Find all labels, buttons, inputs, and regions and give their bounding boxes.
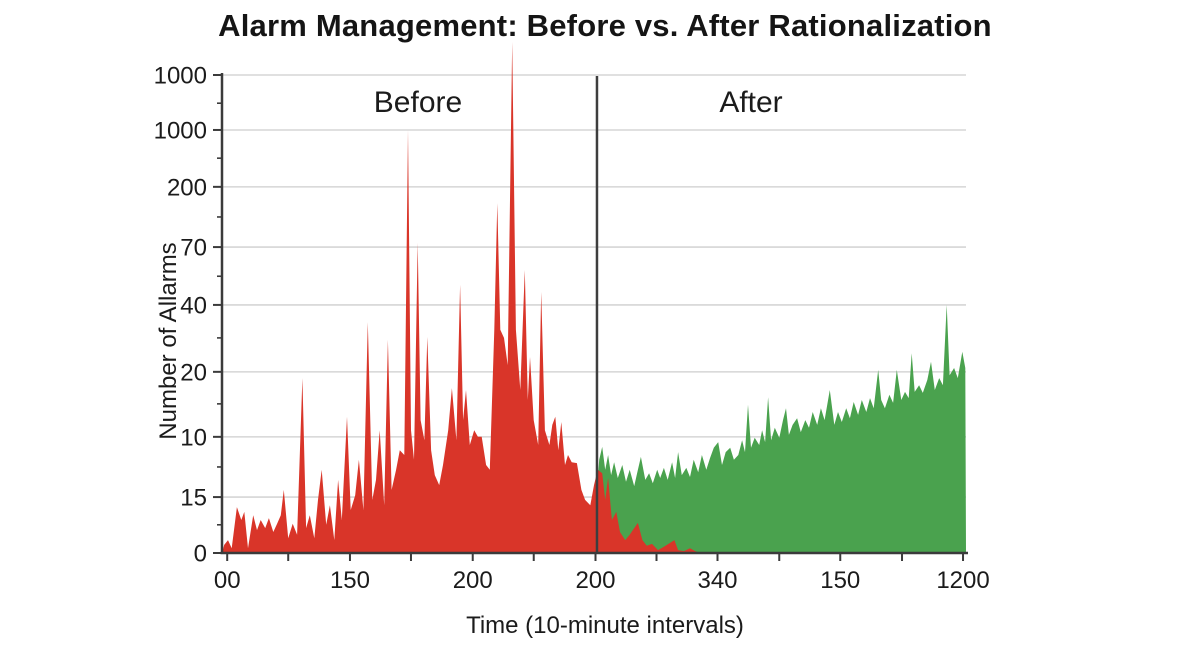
- x-tick-label: 1200: [936, 567, 989, 594]
- before-area-series: [222, 42, 700, 553]
- x-tick-label: 150: [330, 567, 370, 594]
- x-tick-label: 200: [453, 567, 493, 594]
- area-series: [222, 42, 966, 553]
- y-tick-label: 1000: [154, 63, 207, 90]
- x-tick-label: 00: [214, 567, 241, 594]
- y-tick-label: 20: [180, 359, 207, 386]
- after-area-series: [593, 304, 966, 553]
- y-tick-label: 200: [167, 174, 207, 201]
- x-tick-label: 340: [697, 567, 737, 594]
- y-tick-label: 40: [180, 292, 207, 319]
- x-tick-label: 200: [575, 567, 615, 594]
- y-tick-label: 15: [180, 485, 207, 512]
- y-tick-label: 10: [180, 424, 207, 451]
- before-region-label: Before: [373, 86, 463, 119]
- y-tick-label: 0: [194, 541, 207, 568]
- y-tick-label: 70: [180, 235, 207, 262]
- chart-title: Alarm Management: Before vs. After Ratio…: [218, 8, 992, 43]
- after-region-label: After: [719, 86, 783, 119]
- axes: [213, 73, 968, 561]
- x-axis-title: Time (10-minute intervals): [466, 612, 744, 639]
- y-tick-label: 1000: [154, 117, 207, 144]
- x-tick-label: 150: [820, 567, 860, 594]
